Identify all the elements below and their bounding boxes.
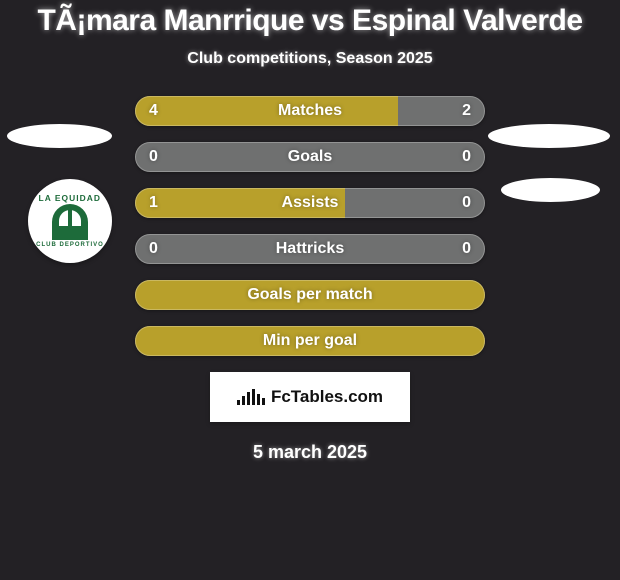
brand-text: FcTables.com — [271, 387, 383, 407]
stat-row-min-per-goal: Min per goal — [135, 326, 485, 356]
value-left: 0 — [149, 234, 158, 264]
row-label: Hattricks — [276, 240, 344, 258]
brand-chart-icon — [237, 389, 265, 405]
stat-row-hattricks: 0 0 Hattricks — [135, 234, 485, 264]
date-text: 5 march 2025 — [0, 442, 620, 463]
row-label: Goals per match — [247, 286, 372, 304]
value-left: 4 — [149, 96, 158, 126]
decor-ellipse — [501, 178, 600, 202]
row-label: Assists — [282, 194, 339, 212]
subtitle: Club competitions, Season 2025 — [0, 50, 620, 68]
value-right: 2 — [462, 96, 471, 126]
value-right: 0 — [462, 142, 471, 172]
value-left: 0 — [149, 142, 158, 172]
club-badge: LA EQUIDAD CLUB DEPORTIVO — [28, 179, 112, 263]
club-text-bottom: CLUB DEPORTIVO — [36, 242, 104, 248]
row-label: Min per goal — [263, 332, 357, 350]
stat-row-assists: 1 0 Assists — [135, 188, 485, 218]
value-right: 0 — [462, 188, 471, 218]
brand-badge: FcTables.com — [210, 372, 410, 422]
stat-row-goals: 0 0 Goals — [135, 142, 485, 172]
club-text-top: LA EQUIDAD — [39, 194, 101, 203]
row-label: Goals — [288, 148, 332, 166]
page-title: TÃ¡mara Manrrique vs Espinal Valverde — [0, 0, 620, 38]
row-label: Matches — [278, 102, 342, 120]
decor-ellipse — [488, 124, 610, 148]
club-mark-icon — [52, 204, 88, 240]
stat-row-goals-per-match: Goals per match — [135, 280, 485, 310]
value-right: 0 — [462, 234, 471, 264]
value-left: 1 — [149, 188, 158, 218]
stat-row-matches: 4 2 Matches — [135, 96, 485, 126]
decor-ellipse — [7, 124, 112, 148]
